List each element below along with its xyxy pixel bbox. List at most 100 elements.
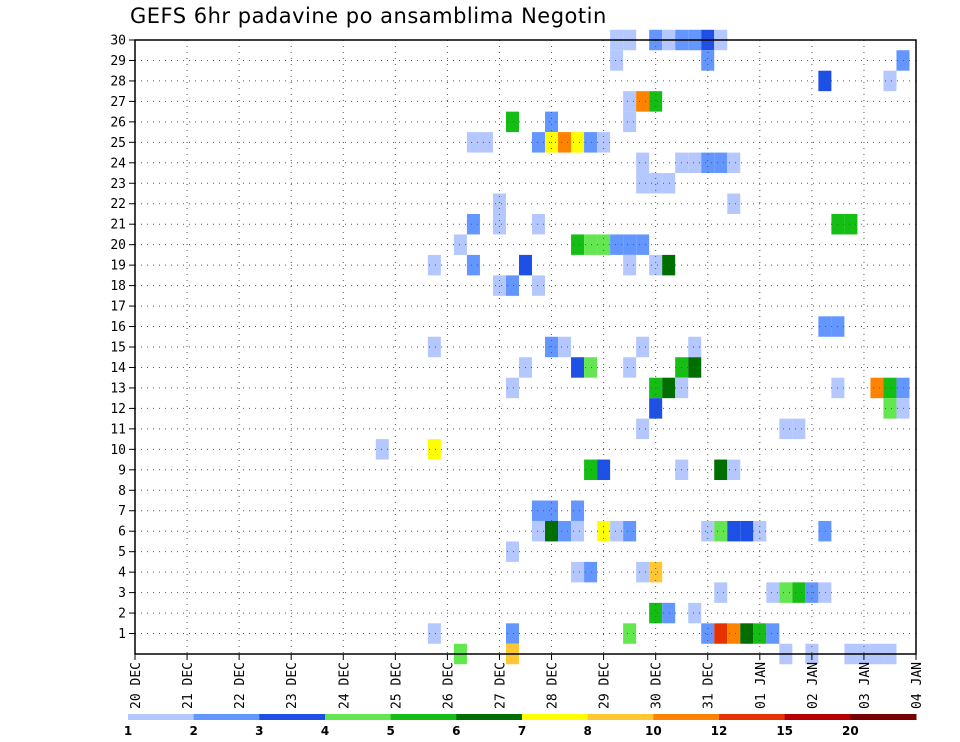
y-tick-label: 10 — [110, 443, 126, 458]
heatmap-cell — [571, 132, 585, 153]
heatmap-cell — [844, 213, 858, 235]
heatmap-cell — [701, 623, 715, 644]
y-tick-label: 18 — [110, 279, 126, 294]
colorbar-label: 15 — [776, 724, 793, 738]
y-tick-label: 2 — [118, 607, 126, 622]
heatmap-cell — [714, 582, 728, 603]
heatmap-cell — [610, 234, 624, 255]
y-tick-label: 17 — [110, 300, 126, 315]
y-tick-label: 23 — [110, 177, 126, 192]
colorbar-label: 12 — [711, 724, 728, 738]
x-tick-label: 02 JAN — [806, 662, 821, 709]
heatmap-cell — [701, 50, 715, 71]
y-tick-label: 13 — [110, 381, 126, 396]
heatmap-cell — [532, 520, 546, 542]
heatmap-cell — [636, 561, 650, 583]
heatmap-cell — [896, 377, 910, 399]
chart-title: GEFS 6hr padavine po ansamblima Negotin — [130, 4, 607, 28]
heatmap-cell — [649, 398, 663, 419]
x-tick-label: 01 JAN — [754, 662, 769, 709]
y-tick-label: 19 — [110, 259, 126, 274]
heatmap-cell — [792, 418, 806, 440]
y-tick-label: 29 — [110, 54, 126, 69]
heatmap-cell — [662, 254, 676, 276]
y-tick-label: 21 — [110, 218, 126, 233]
heatmap-cell — [779, 418, 793, 440]
y-tick-label: 26 — [110, 115, 126, 130]
heatmap-cell — [740, 623, 754, 644]
y-tick-label: 1 — [118, 627, 126, 642]
y-tick-label: 20 — [110, 238, 126, 253]
y-tick-label: 16 — [110, 320, 126, 335]
heatmap-cell — [427, 336, 441, 358]
x-axis: 20 DEC 21 DEC 22 DEC 23 DEC 24 DEC 25 DEC 26 D… — [129, 654, 925, 709]
heatmap-cell — [532, 213, 546, 235]
y-tick-label: 27 — [110, 95, 126, 110]
colorbar-swatch — [456, 714, 523, 720]
heatmap-cell — [818, 582, 832, 603]
heatmap-cell — [649, 561, 663, 583]
colorbar: 1 2 3 4 5 6 7 8 10 12 15 20 — [124, 714, 917, 738]
heatmap-cell — [584, 357, 598, 378]
heatmap-cell — [623, 91, 637, 112]
colorbar-swatch — [128, 714, 195, 720]
heatmap-cell — [727, 520, 741, 542]
heatmap-cell — [662, 377, 676, 399]
heatmap-cell — [558, 520, 572, 542]
y-tick-label: 7 — [118, 504, 126, 519]
heatmap-cell — [766, 623, 780, 644]
heatmap-cell — [701, 520, 715, 542]
heatmap-cell — [688, 602, 702, 624]
heatmap-cell — [505, 111, 519, 133]
x-tick-label: 21 DEC — [181, 662, 196, 709]
x-tick-label: 20 DEC — [129, 662, 144, 709]
heatmap-cell — [545, 336, 559, 358]
heatmap-cell — [466, 254, 480, 276]
x-tick-label: 29 DEC — [598, 662, 613, 709]
heatmap-cell — [532, 132, 546, 153]
heatmap-cell — [727, 193, 741, 214]
x-tick-label: 27 DEC — [493, 662, 508, 709]
heatmap-cell — [466, 213, 480, 235]
colorbar-swatch — [587, 714, 654, 720]
heatmap-cell — [883, 377, 897, 399]
heatmap-cell — [792, 582, 806, 603]
heatmap-cell — [427, 254, 441, 276]
colorbar-swatch — [259, 714, 326, 720]
heatmap-cell — [375, 439, 389, 460]
heatmap-cell — [649, 254, 663, 276]
heatmap-cell — [766, 582, 780, 603]
heatmap-cell — [479, 132, 493, 153]
heatmap-cell — [714, 520, 728, 542]
heatmap-cell — [714, 459, 728, 481]
colorbar-swatch — [719, 714, 786, 720]
heatmap-cell — [883, 70, 897, 92]
heatmap-cell — [688, 152, 702, 174]
heatmap-cell — [701, 152, 715, 174]
heatmap-cell — [636, 91, 650, 112]
heatmap-cell — [896, 398, 910, 419]
heatmap-cell — [427, 623, 441, 644]
heatmap-cell — [740, 520, 754, 542]
heatmap-cell — [571, 561, 585, 583]
heatmap-cell — [636, 173, 650, 194]
colorbar-swatch — [653, 714, 720, 720]
heatmap-cell — [453, 234, 467, 255]
heatmap-cell — [532, 500, 546, 521]
x-tick-label: 30 DEC — [650, 662, 665, 709]
heatmap-cell — [818, 70, 832, 92]
heatmap-cell — [623, 623, 637, 644]
heatmap-cell — [727, 459, 741, 481]
colorbar-label: 6 — [452, 724, 460, 738]
heatmap-cell — [688, 357, 702, 378]
heatmap-cell — [505, 377, 519, 399]
y-tick-label: 9 — [118, 463, 126, 478]
grid-lines — [135, 40, 916, 654]
y-tick-label: 22 — [110, 197, 126, 212]
heatmap-cell — [505, 275, 519, 296]
x-tick-label: 24 DEC — [337, 662, 352, 709]
colorbar-label: 4 — [321, 724, 329, 738]
heatmap-cell — [688, 336, 702, 358]
heatmap-cell — [818, 316, 832, 337]
